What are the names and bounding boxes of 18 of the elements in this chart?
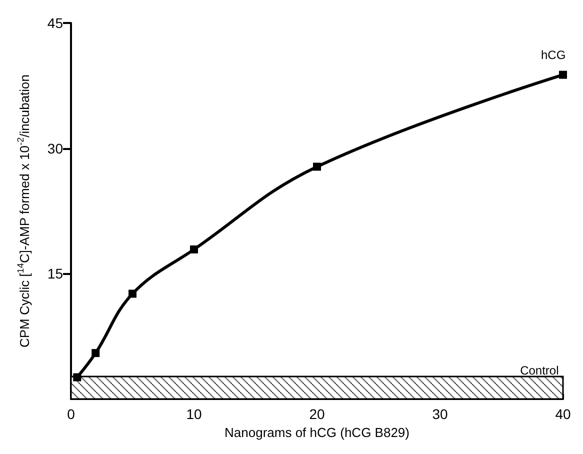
x-tick-label: 10 <box>186 406 202 422</box>
point <box>190 245 198 254</box>
y-tick-label: 30 <box>47 140 64 156</box>
x-axis-title: Nanograms of hCG (hCG B829) <box>224 424 410 440</box>
x-tick-label: 30 <box>432 406 448 422</box>
x-tick-label: 0 <box>67 406 76 422</box>
x-tick-label: 20 <box>309 406 325 422</box>
point <box>128 290 136 298</box>
y-tick-label: 15 <box>47 266 64 282</box>
y-axis-title: CPM Cyclic [14C]-AMP formed x 10-2/incubation <box>16 74 32 348</box>
point <box>313 162 321 171</box>
point <box>559 70 567 79</box>
series-label: hCG <box>541 48 566 62</box>
x-tick-label: 40 <box>555 406 571 422</box>
band-label: Control <box>520 364 559 378</box>
point <box>92 349 100 358</box>
point <box>73 373 82 382</box>
y-tick-label: 45 <box>47 15 64 31</box>
